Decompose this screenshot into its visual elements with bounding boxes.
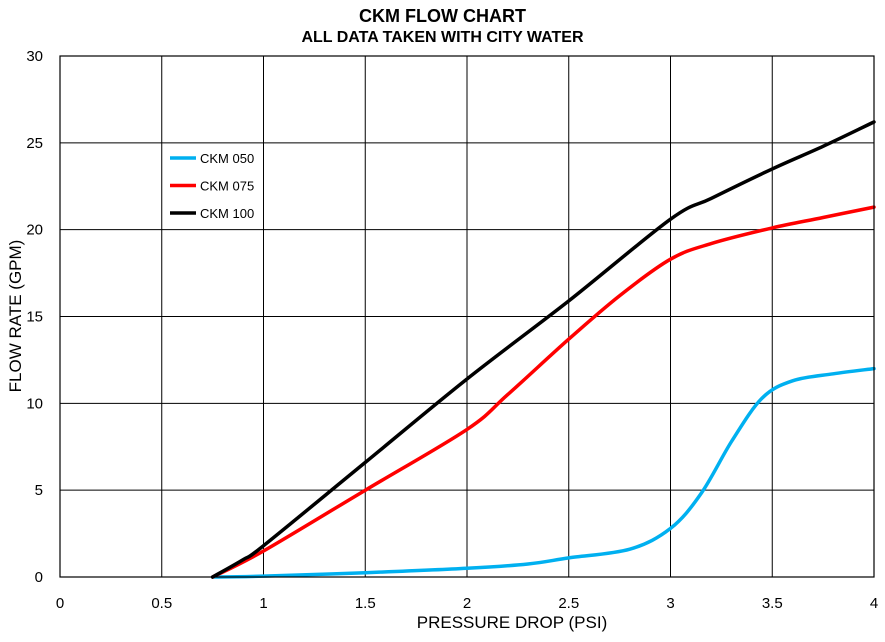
x-tick-label: 2.5 bbox=[558, 595, 579, 612]
x-tick-label: 1 bbox=[259, 595, 267, 612]
y-tick-label: 15 bbox=[26, 309, 43, 326]
grid bbox=[59, 55, 875, 578]
y-tick-label: 25 bbox=[26, 135, 43, 152]
chart-title: CKM FLOW CHART bbox=[359, 6, 526, 26]
x-tick-label: 0 bbox=[56, 595, 64, 612]
x-tick-label: 3 bbox=[666, 595, 674, 612]
series-line-ckm-075 bbox=[210, 205, 876, 579]
legend: CKM 050 CKM 075 CKM 100 bbox=[163, 144, 261, 226]
y-tick-label: 20 bbox=[26, 222, 43, 239]
x-tick-label: 1.5 bbox=[355, 595, 376, 612]
x-tick-labels: 0 0.5 1 1.5 2 2.5 3 3.5 4 bbox=[56, 595, 878, 612]
legend-label-ckm-100: CKM 100 bbox=[200, 206, 254, 221]
legend-label-ckm-050: CKM 050 bbox=[200, 151, 254, 166]
series-line-ckm-100 bbox=[210, 120, 876, 579]
y-tick-label: 30 bbox=[26, 48, 43, 65]
x-axis-label: PRESSURE DROP (PSI) bbox=[417, 613, 608, 632]
x-tick-label: 0.5 bbox=[151, 595, 172, 612]
x-tick-label: 4 bbox=[870, 595, 878, 612]
series-lines bbox=[210, 120, 876, 579]
chart-subtitle: ALL DATA TAKEN WITH CITY WATER bbox=[301, 29, 584, 46]
y-tick-labels: 0 5 10 15 20 25 30 bbox=[26, 48, 43, 586]
x-tick-label: 2 bbox=[463, 595, 471, 612]
series-line-ckm-050 bbox=[210, 366, 876, 579]
x-tick-label: 3.5 bbox=[762, 595, 783, 612]
y-axis-label: FLOW RATE (GPM) bbox=[6, 240, 25, 393]
legend-label-ckm-075: CKM 075 bbox=[200, 179, 254, 194]
y-tick-label: 10 bbox=[26, 395, 43, 412]
y-tick-label: 0 bbox=[35, 569, 43, 586]
plot-area-frame bbox=[59, 55, 875, 578]
y-tick-label: 5 bbox=[35, 482, 43, 499]
